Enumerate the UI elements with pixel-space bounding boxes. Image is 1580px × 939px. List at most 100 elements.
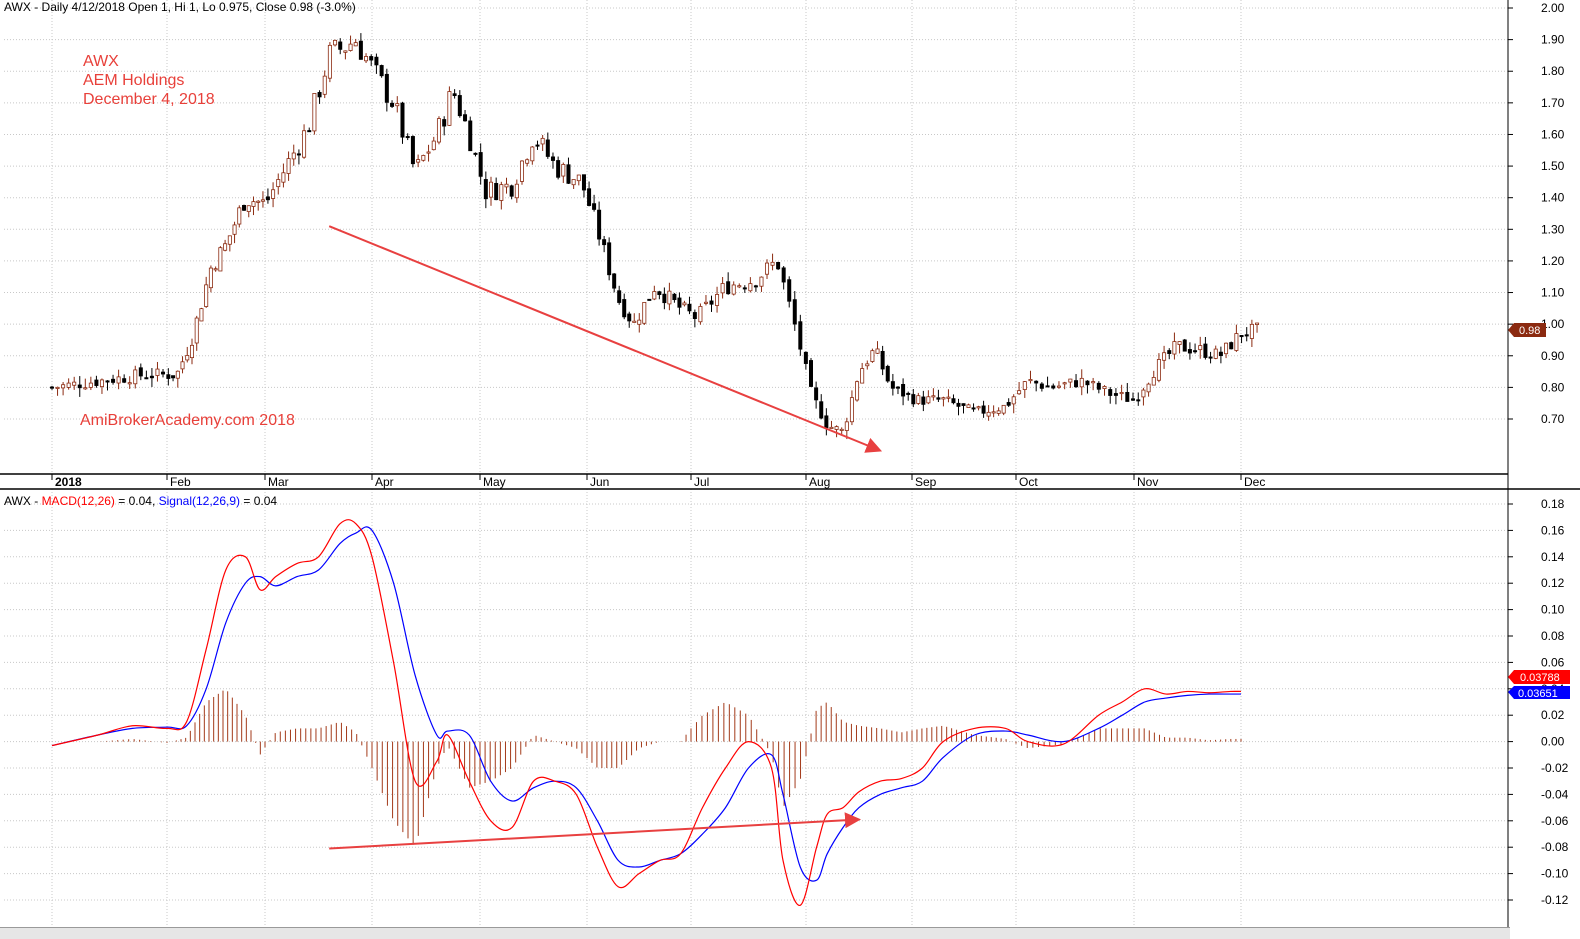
candle-body <box>94 379 99 386</box>
candle-body <box>839 428 844 431</box>
signal-line <box>51 526 1241 882</box>
candle-body <box>1203 343 1208 358</box>
candle-body <box>55 386 60 389</box>
x-month-label: Aug <box>809 475 830 489</box>
x-month-label: Apr <box>375 475 394 489</box>
candle-body <box>478 152 483 177</box>
candle-body <box>1102 386 1107 389</box>
candle-body <box>246 205 251 212</box>
candle-body <box>765 262 770 275</box>
price-gridlines <box>4 0 1508 480</box>
price-y-tick-label: 1.90 <box>1541 33 1565 47</box>
candle-body <box>199 308 204 322</box>
macd-gridlines <box>4 489 1508 927</box>
candle-body <box>421 155 426 161</box>
price-y-tick-label: 1.40 <box>1541 191 1565 205</box>
candle-body <box>276 179 281 188</box>
candle-body <box>88 382 93 388</box>
candle-body <box>809 360 814 387</box>
candle-body <box>726 281 731 295</box>
price-y-tick-label: 1.70 <box>1541 96 1565 110</box>
candle-body <box>322 75 327 95</box>
macd-y-tick-label: 0.00 <box>1541 735 1565 749</box>
candle-body <box>99 379 104 388</box>
price-panel[interactable] <box>0 0 1508 480</box>
candle-body <box>1167 350 1172 354</box>
annotation-date: December 4, 2018 <box>83 91 215 108</box>
candle-body <box>194 317 199 344</box>
candle-body <box>133 369 138 385</box>
candle-body <box>1079 377 1084 388</box>
candle-body <box>647 298 652 301</box>
candle-body <box>895 386 900 389</box>
candle-body <box>1051 385 1056 389</box>
candle-body <box>657 291 662 295</box>
macd-y-tick-label: -0.08 <box>1541 840 1569 854</box>
candle-body <box>395 103 400 107</box>
price-y-tick-label: 1.30 <box>1541 222 1565 236</box>
candle-body <box>776 262 781 270</box>
candle-body <box>824 415 829 429</box>
candle-body <box>798 321 803 350</box>
x-axis-month-labels: 2018 Feb Mar Apr May Jun Jul Aug Sep Oct Nov Dec <box>55 475 1265 489</box>
candle-body <box>698 306 703 323</box>
candle-body <box>971 407 976 410</box>
candle-body <box>426 151 431 154</box>
candle-body <box>1198 345 1203 351</box>
candle-body <box>607 242 612 276</box>
candle-body <box>996 410 1001 414</box>
candle-body <box>468 120 473 152</box>
candle-body <box>966 404 971 408</box>
candle-body <box>545 139 550 157</box>
candle-body <box>204 284 209 307</box>
macd-y-tick-label: 0.12 <box>1541 576 1565 590</box>
price-y-tick-label: 0.80 <box>1541 380 1565 394</box>
candle-body <box>251 201 256 207</box>
candle-body <box>452 93 457 97</box>
candle-body <box>338 41 343 50</box>
candle-body <box>296 153 301 156</box>
sheet-tab-bar[interactable] <box>0 927 1510 939</box>
candle-body <box>127 382 132 385</box>
price-y-tick-label: 1.80 <box>1541 64 1565 78</box>
candle-body <box>1146 383 1151 393</box>
x-month-label: 2018 <box>55 475 82 489</box>
candle-body <box>931 395 936 398</box>
candle-body <box>720 283 725 294</box>
candle-body <box>1085 380 1090 386</box>
candle-body <box>390 102 395 107</box>
candle-body <box>348 43 353 51</box>
macd-y-tick-label: 0.06 <box>1541 655 1565 669</box>
candle-body <box>865 363 870 367</box>
macd-last-value: 0.03788 <box>1520 672 1560 684</box>
candle-body <box>327 44 332 79</box>
watermark-text: AmiBrokerAcademy.com 2018 <box>80 412 295 429</box>
candle-body <box>844 421 849 431</box>
candle-body <box>116 376 121 384</box>
price-y-tick-label: 1.10 <box>1541 286 1565 300</box>
candle-body <box>703 301 708 304</box>
candle-body <box>242 205 247 211</box>
signal-last-tag: 0.03651 <box>1508 686 1570 700</box>
candle-body <box>509 185 514 197</box>
candle-body <box>232 224 237 235</box>
candle-body <box>494 182 499 201</box>
candle-body <box>317 92 322 98</box>
candle-body <box>951 398 956 404</box>
candle-body <box>1011 396 1016 405</box>
candle-body <box>519 160 524 182</box>
x-month-label: Dec <box>1244 475 1265 489</box>
macd-panel[interactable] <box>4 489 1508 927</box>
candle-body <box>374 56 379 66</box>
price-y-tick-label: 1.50 <box>1541 159 1565 173</box>
candle-body <box>457 95 462 117</box>
candle-body <box>265 196 270 201</box>
price-chart-title: AWX - Daily 4/12/2018 Open 1, Hi 1, Lo 0… <box>4 0 356 14</box>
candle-body <box>587 188 592 206</box>
candle-body <box>1091 381 1096 384</box>
candle-body <box>189 344 194 359</box>
candle-body <box>885 365 890 382</box>
candle-body <box>161 371 166 375</box>
candle-body <box>400 102 405 138</box>
